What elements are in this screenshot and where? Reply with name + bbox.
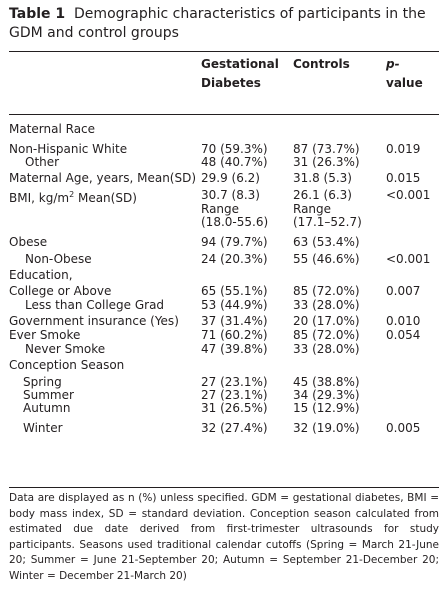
nonobese-gdm: 24 (20.3%) bbox=[201, 251, 268, 266]
autumn-controls: 15 (12.9%) bbox=[293, 401, 360, 416]
winter-label: Winter bbox=[23, 421, 63, 436]
neversmoke-gdm: 47 (39.8%) bbox=[201, 341, 268, 356]
spring-label: Spring bbox=[23, 374, 62, 389]
age-label: Maternal Age, years, Mean(SD) bbox=[9, 170, 197, 185]
bmi-gdm: 30.7 (8.3) bbox=[201, 187, 260, 202]
header-controls: Controls bbox=[293, 55, 350, 74]
age-pvalue: 0.015 bbox=[386, 170, 421, 185]
header-pvalue-line1: p- bbox=[386, 57, 400, 71]
winter-gdm: 32 (27.4%) bbox=[201, 421, 268, 436]
header-gdm-line1: Gestational bbox=[201, 57, 279, 71]
college-pvalue: 0.007 bbox=[386, 284, 421, 299]
winter-controls: 32 (19.0%) bbox=[293, 421, 360, 436]
autumn-gdm: 31 (26.5%) bbox=[201, 401, 268, 416]
obese-gdm: 94 (79.7%) bbox=[201, 235, 268, 250]
season-heading: Conception Season bbox=[9, 358, 125, 373]
header-pvalue: p-value bbox=[386, 55, 423, 93]
table-caption: Table 1 Demographic characteristics of p… bbox=[9, 5, 439, 43]
bmi-range-controls-line2: (17.1–52.7) bbox=[293, 215, 362, 230]
other-controls: 31 (26.3%) bbox=[293, 154, 360, 169]
summer-gdm: 27 (23.1%) bbox=[201, 388, 268, 403]
other-label: Other bbox=[25, 154, 60, 169]
gov-pvalue: 0.010 bbox=[386, 314, 421, 329]
lesscollege-gdm: 53 (44.9%) bbox=[201, 297, 268, 312]
nonobese-label: Non-Obese bbox=[25, 251, 92, 266]
other-gdm: 48 (40.7%) bbox=[201, 154, 268, 169]
nonobese-pvalue: <0.001 bbox=[386, 251, 431, 266]
age-gdm: 29.9 (6.2) bbox=[201, 170, 260, 185]
eversmoke-label: Ever Smoke bbox=[9, 328, 81, 343]
nhw-controls: 87 (73.7%) bbox=[293, 141, 360, 156]
college-label: College or Above bbox=[9, 284, 112, 299]
bmi-range-gdm-line2: (18.0-55.6) bbox=[201, 215, 269, 230]
college-controls: 85 (72.0%) bbox=[293, 284, 360, 299]
spring-gdm: 27 (23.1%) bbox=[201, 374, 268, 389]
header-gdm-line2: Diabetes bbox=[201, 76, 261, 90]
lesscollege-controls: 33 (28.0%) bbox=[293, 297, 360, 312]
bmi-label-suffix: Mean(SD) bbox=[74, 190, 137, 205]
gov-controls: 20 (17.0%) bbox=[293, 314, 360, 329]
eversmoke-controls: 85 (72.0%) bbox=[293, 328, 360, 343]
header-pvalue-line2: value bbox=[386, 76, 423, 90]
spring-controls: 45 (38.8%) bbox=[293, 374, 360, 389]
bmi-label-sup: 2 bbox=[69, 189, 75, 199]
nhw-label: Non-Hispanic White bbox=[9, 141, 128, 156]
nhw-pvalue: 0.019 bbox=[386, 141, 421, 156]
nonobese-controls: 55 (46.6%) bbox=[293, 251, 360, 266]
table-label: Table 1 bbox=[9, 6, 66, 22]
table-title: Demographic characteristics of participa… bbox=[9, 6, 426, 41]
neversmoke-label: Never Smoke bbox=[25, 341, 106, 356]
winter-pvalue: 0.005 bbox=[386, 421, 421, 436]
obese-label: Obese bbox=[9, 235, 48, 250]
neversmoke-controls: 33 (28.0%) bbox=[293, 341, 360, 356]
table-footnote: Data are displayed as n (%) unless speci… bbox=[9, 492, 439, 582]
header-rule bbox=[9, 114, 439, 115]
bmi-range-gdm-line1: Range bbox=[201, 202, 240, 217]
race-heading: Maternal Race bbox=[9, 122, 96, 136]
age-controls: 31.8 (5.3) bbox=[293, 170, 352, 185]
nhw-gdm: 70 (59.3%) bbox=[201, 141, 268, 156]
college-gdm: 65 (55.1%) bbox=[201, 284, 268, 299]
bmi-range-controls-line1: Range bbox=[293, 202, 332, 217]
eversmoke-pvalue: 0.054 bbox=[386, 328, 421, 343]
top-rule bbox=[9, 51, 439, 52]
edu-heading: Education, bbox=[9, 268, 73, 282]
autumn-label: Autumn bbox=[23, 401, 71, 416]
header-controls-line: Controls bbox=[293, 57, 350, 71]
bottom-rule bbox=[9, 487, 439, 488]
bmi-label: BMI, kg/m2 Mean(SD) bbox=[9, 187, 137, 206]
gov-label: Government insurance (Yes) bbox=[9, 314, 179, 329]
summer-label: Summer bbox=[23, 388, 74, 403]
eversmoke-gdm: 71 (60.2%) bbox=[201, 328, 268, 343]
summer-controls: 34 (29.3%) bbox=[293, 388, 360, 403]
obese-controls: 63 (53.4%) bbox=[293, 235, 360, 250]
bmi-controls: 26.1 (6.3) bbox=[293, 187, 352, 202]
bmi-pvalue: <0.001 bbox=[386, 187, 431, 202]
gov-gdm: 37 (31.4%) bbox=[201, 314, 268, 329]
bmi-label-main: BMI, kg/m bbox=[9, 190, 70, 205]
lesscollege-label: Less than College Grad bbox=[25, 297, 165, 312]
header-gdm: Gestational Diabetes bbox=[201, 55, 279, 93]
